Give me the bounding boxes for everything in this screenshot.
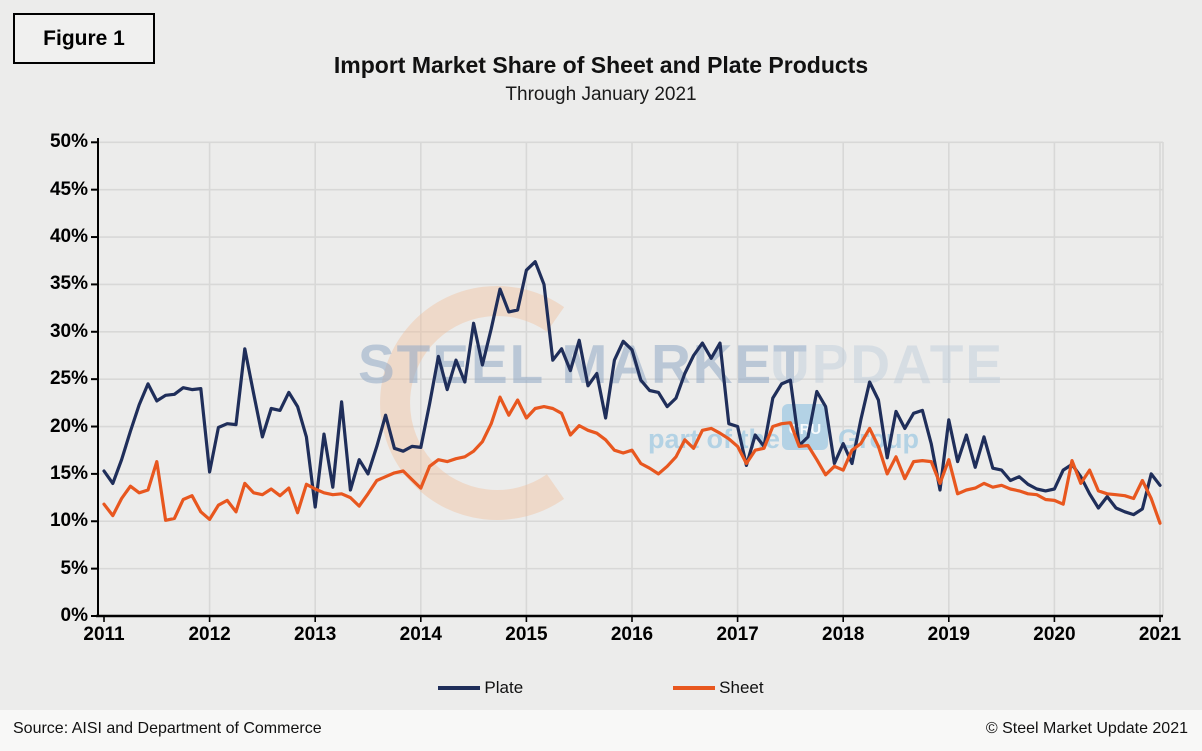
x-tick-label: 2012 (188, 624, 231, 645)
x-tick-label: 2013 (294, 624, 337, 645)
y-tick-label: 50% (49, 131, 88, 153)
x-tick-label: 2011 (83, 624, 125, 645)
watermark-text-light: UPDATE (770, 333, 1004, 395)
x-tick-label: 2015 (505, 624, 548, 645)
gridlines (98, 141, 1164, 616)
y-tick-label: 35% (49, 273, 88, 295)
x-tick-label: 2019 (927, 624, 970, 645)
copyright-note: © Steel Market Update 2021 (985, 720, 1188, 737)
legend-label-sheet: Sheet (719, 678, 764, 697)
legend-item-plate: Plate (438, 678, 523, 698)
y-tick-label: 40% (49, 226, 88, 248)
axes (91, 138, 1163, 622)
y-tick-label: 25% (49, 368, 88, 390)
sheet-line (102, 395, 1162, 525)
cru-logo-icon (782, 404, 828, 450)
y-tick-label: 10% (49, 510, 88, 532)
x-tick-label: 2021 (1138, 624, 1182, 645)
y-tick-label: 0% (60, 605, 88, 626)
watermark-swirl-icon (380, 286, 565, 520)
chart-subtitle: Through January 2021 (505, 84, 697, 105)
x-tick-label: 2020 (1033, 624, 1076, 645)
sheet-line-swatch-icon (673, 686, 716, 690)
y-tick-label: 20% (49, 415, 88, 437)
legend: Plate Sheet (0, 678, 1202, 698)
legend-label-plate: Plate (484, 678, 524, 697)
figure-label-box: Figure 1 (13, 13, 155, 64)
y-tick-label: 5% (60, 557, 88, 579)
y-tick-label: 45% (49, 178, 88, 200)
x-tick-label: 2016 (610, 624, 654, 645)
plate-line (102, 260, 1162, 517)
plate-line-swatch-icon (438, 686, 481, 690)
source-note: Source: AISI and Department of Commerce (13, 720, 322, 737)
y-tick-label: 30% (49, 320, 88, 342)
figure-label: Figure 1 (43, 26, 125, 50)
x-tick-label: 2017 (716, 624, 759, 645)
y-tick-label: 15% (49, 462, 88, 484)
data-series (102, 260, 1162, 525)
footer: Source: AISI and Department of Commerce … (0, 710, 1202, 751)
x-tick-label: 2014 (399, 624, 442, 645)
x-tick-label: 2018 (822, 624, 865, 645)
legend-item-sheet: Sheet (673, 678, 764, 698)
chart-title: Import Market Share of Sheet and Plate P… (333, 52, 869, 78)
